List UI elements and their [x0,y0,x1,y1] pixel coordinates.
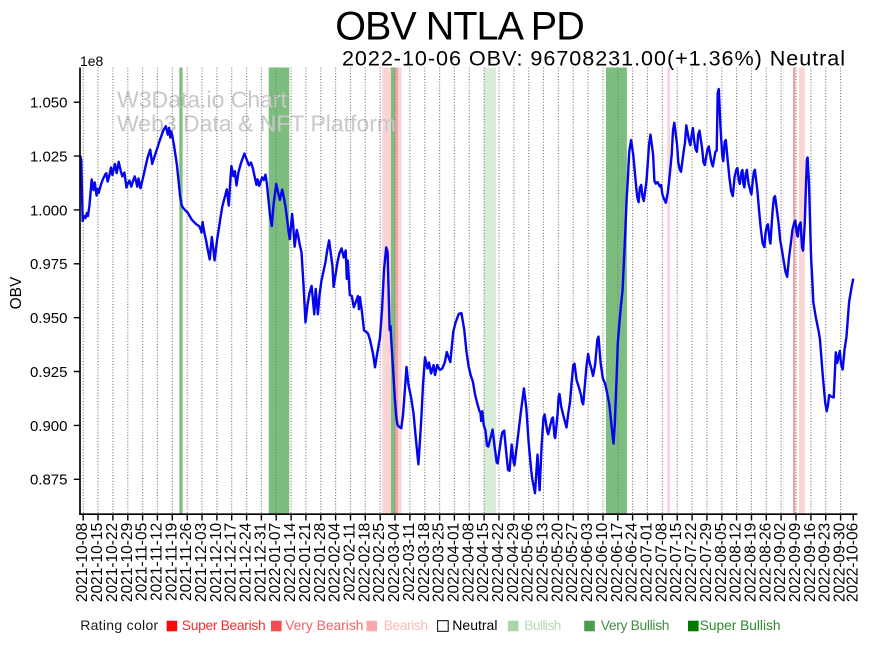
svg-text:2022-08-12: 2022-08-12 [728,523,745,602]
svg-text:2022-04-15: 2022-04-15 [475,523,492,602]
svg-text:Very Bullish: Very Bullish [601,618,669,633]
svg-text:1e8: 1e8 [80,53,103,69]
svg-text:Super Bearish: Super Bearish [182,618,266,633]
svg-text:2022-02-04: 2022-02-04 [327,522,344,602]
svg-text:2021-10-08: 2021-10-08 [74,523,91,602]
svg-text:Bullish: Bullish [524,618,560,633]
svg-text:2021-11-19: 2021-11-19 [163,523,180,601]
svg-text:2022-01-21: 2022-01-21 [297,523,314,602]
svg-text:2021-11-12: 2021-11-12 [148,523,165,601]
svg-text:2022-08-19: 2022-08-19 [743,523,760,602]
svg-text:1.000: 1.000 [30,202,68,219]
svg-text:2022-06-03: 2022-06-03 [579,523,596,602]
svg-text:2022-09-30: 2022-09-30 [832,522,849,602]
svg-text:2022-02-25: 2022-02-25 [371,523,388,602]
svg-text:2022-05-13: 2022-05-13 [535,523,552,602]
svg-text:2022-07-01: 2022-07-01 [639,523,656,602]
svg-text:2022-09-09: 2022-09-09 [787,523,804,602]
svg-text:2022-10-06 OBV: 96708231.00(+1: 2022-10-06 OBV: 96708231.00(+1.36%) Neut… [342,45,846,70]
svg-text:0.875: 0.875 [30,472,68,489]
svg-text:2022-07-15: 2022-07-15 [668,523,685,602]
svg-text:2022-07-29: 2022-07-29 [698,523,715,602]
svg-text:0.900: 0.900 [30,418,68,435]
svg-text:OBV: OBV [8,276,25,309]
svg-text:2022-05-06: 2022-05-06 [520,523,537,602]
svg-text:2021-12-03: 2021-12-03 [193,523,210,602]
svg-text:2021-12-31: 2021-12-31 [252,523,269,602]
svg-text:2021-11-05: 2021-11-05 [134,523,151,601]
svg-text:2021-10-22: 2021-10-22 [104,523,121,602]
svg-text:2022-01-14: 2022-01-14 [282,522,299,602]
svg-text:2022-07-08: 2022-07-08 [653,523,670,602]
svg-text:2021-12-10: 2021-12-10 [208,522,225,602]
svg-text:2022-04-01: 2022-04-01 [445,523,462,602]
svg-text:2021-12-24: 2021-12-24 [238,522,255,602]
svg-text:0.950: 0.950 [30,310,68,327]
svg-text:2022-06-10: 2022-06-10 [594,522,611,602]
svg-text:2022-05-27: 2022-05-27 [564,523,581,602]
svg-text:2022-02-11: 2022-02-11 [342,523,359,601]
svg-text:2022-10-06: 2022-10-06 [844,523,861,602]
svg-text:2022-01-28: 2022-01-28 [312,523,329,602]
svg-text:2022-02-18: 2022-02-18 [356,523,373,602]
svg-text:2022-07-22: 2022-07-22 [683,523,700,602]
svg-text:2021-10-29: 2021-10-29 [119,523,136,602]
svg-text:2022-08-05: 2022-08-05 [713,523,730,602]
svg-text:2022-03-04: 2022-03-04 [386,522,403,602]
svg-text:2021-11-26: 2021-11-26 [178,523,195,601]
svg-text:2021-10-15: 2021-10-15 [89,523,106,602]
svg-text:2022-04-08: 2022-04-08 [460,523,477,602]
svg-text:2022-06-24: 2022-06-24 [624,522,641,602]
svg-text:2022-09-23: 2022-09-23 [817,523,834,602]
svg-text:2022-03-18: 2022-03-18 [416,523,433,602]
svg-text:2022-06-17: 2022-06-17 [609,523,626,602]
svg-text:Neutral: Neutral [452,617,497,633]
svg-text:Bearish: Bearish [384,618,428,633]
svg-text:0.975: 0.975 [30,256,68,273]
svg-text:2021-12-17: 2021-12-17 [223,523,240,602]
svg-text:2022-09-02: 2022-09-02 [772,523,789,602]
svg-text:0.925: 0.925 [30,364,68,381]
svg-text:2022-09-16: 2022-09-16 [802,523,819,602]
svg-text:Super Bullish: Super Bullish [700,618,781,633]
svg-text:2022-04-22: 2022-04-22 [490,523,507,602]
svg-text:2022-04-29: 2022-04-29 [505,523,522,602]
svg-text:1.050: 1.050 [30,95,68,112]
svg-text:OBV NTLA PD: OBV NTLA PD [335,5,584,49]
svg-text:1.025: 1.025 [30,149,68,166]
svg-text:Web3 Data & NFT Platform: Web3 Data & NFT Platform [117,110,396,136]
svg-text:2022-01-07: 2022-01-07 [267,523,284,602]
svg-text:Rating color: Rating color [80,617,158,633]
svg-text:2022-03-25: 2022-03-25 [431,523,448,602]
svg-text:Very Bearish: Very Bearish [285,618,363,633]
svg-text:2022-05-20: 2022-05-20 [549,522,566,602]
svg-text:2022-03-11: 2022-03-11 [401,523,418,601]
svg-text:2022-08-26: 2022-08-26 [757,523,774,602]
